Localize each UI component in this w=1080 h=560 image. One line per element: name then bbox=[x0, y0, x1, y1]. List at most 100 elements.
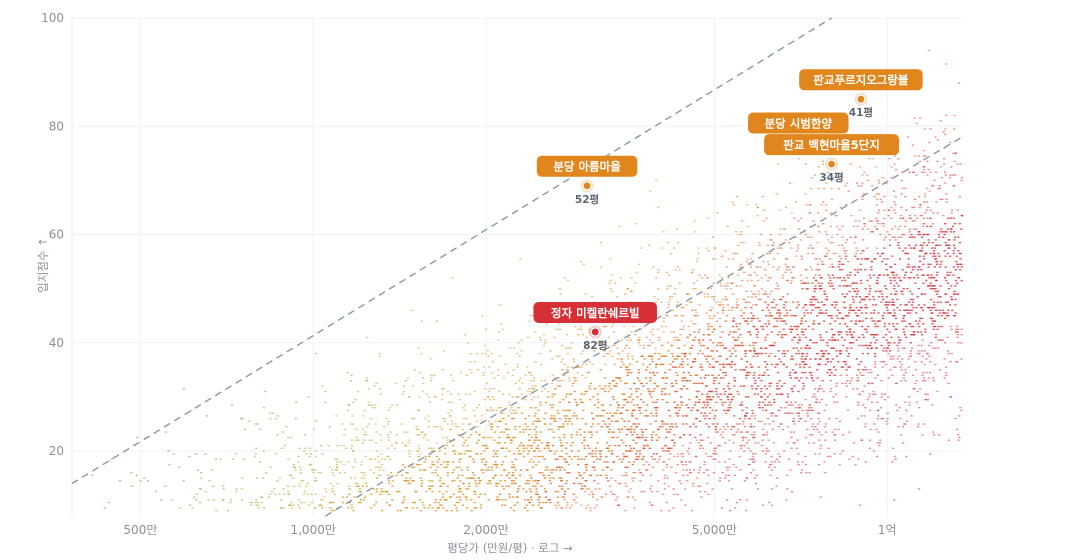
data-point bbox=[682, 315, 685, 317]
data-point bbox=[499, 304, 502, 306]
data-point bbox=[298, 485, 301, 487]
data-point bbox=[792, 420, 795, 422]
data-point bbox=[468, 436, 471, 439]
data-point bbox=[587, 431, 590, 433]
data-point bbox=[494, 461, 497, 463]
data-point bbox=[327, 444, 330, 447]
data-point bbox=[675, 382, 678, 385]
data-point bbox=[354, 439, 358, 441]
data-point bbox=[797, 350, 800, 352]
data-point bbox=[735, 285, 739, 287]
data-point bbox=[920, 293, 923, 295]
data-point bbox=[691, 344, 694, 347]
data-point bbox=[722, 431, 725, 433]
data-point bbox=[496, 463, 499, 466]
data-point bbox=[740, 401, 743, 403]
data-point bbox=[809, 358, 812, 360]
data-point bbox=[681, 455, 684, 458]
data-point bbox=[561, 426, 564, 428]
data-point bbox=[825, 204, 828, 206]
data-point bbox=[864, 426, 867, 428]
data-point bbox=[732, 331, 735, 333]
data-point bbox=[526, 469, 529, 471]
data-point bbox=[323, 496, 326, 498]
data-point bbox=[937, 339, 940, 341]
data-point bbox=[891, 374, 894, 376]
data-point bbox=[633, 507, 636, 509]
data-point bbox=[739, 385, 742, 387]
data-point bbox=[859, 301, 862, 303]
data-point bbox=[945, 198, 948, 200]
data-point bbox=[900, 369, 903, 371]
data-point bbox=[614, 282, 617, 284]
data-point bbox=[663, 355, 666, 357]
data-point bbox=[282, 431, 285, 433]
data-point bbox=[489, 423, 492, 425]
data-point bbox=[458, 461, 461, 463]
data-point bbox=[846, 325, 849, 328]
data-point bbox=[866, 279, 869, 282]
data-point bbox=[544, 490, 547, 493]
data-point bbox=[901, 269, 904, 271]
data-point bbox=[903, 277, 906, 279]
data-point bbox=[725, 466, 728, 468]
data-point bbox=[459, 398, 462, 401]
data-point bbox=[926, 352, 929, 355]
data-point bbox=[330, 509, 333, 512]
data-point bbox=[533, 428, 536, 431]
data-point bbox=[905, 325, 908, 328]
data-point bbox=[262, 450, 265, 452]
data-point bbox=[305, 453, 308, 455]
data-point bbox=[814, 401, 817, 403]
data-point bbox=[922, 377, 925, 379]
data-point bbox=[747, 296, 750, 298]
data-point bbox=[721, 309, 724, 311]
data-point bbox=[261, 496, 264, 498]
data-point bbox=[512, 474, 515, 477]
data-point bbox=[788, 241, 791, 244]
data-point bbox=[675, 228, 679, 230]
data-point bbox=[924, 380, 927, 382]
data-point bbox=[790, 436, 793, 439]
data-point bbox=[431, 507, 434, 509]
data-point bbox=[588, 331, 591, 333]
data-point bbox=[598, 458, 602, 460]
data-point bbox=[360, 463, 363, 466]
data-point bbox=[912, 269, 915, 271]
data-point bbox=[431, 490, 434, 493]
data-point bbox=[932, 301, 936, 303]
data-point bbox=[624, 455, 627, 458]
data-point bbox=[751, 458, 754, 460]
data-point bbox=[721, 436, 724, 439]
data-point bbox=[950, 328, 953, 330]
data-point bbox=[544, 339, 547, 341]
data-point bbox=[859, 263, 862, 265]
data-point bbox=[917, 266, 920, 268]
data-point bbox=[530, 436, 533, 439]
data-point bbox=[652, 415, 655, 417]
data-point bbox=[791, 328, 794, 330]
data-point bbox=[630, 401, 633, 403]
data-point bbox=[336, 458, 339, 460]
data-point bbox=[927, 206, 930, 209]
data-point bbox=[895, 290, 898, 293]
data-point bbox=[652, 453, 655, 455]
data-point bbox=[370, 417, 373, 420]
data-point bbox=[857, 363, 860, 366]
data-point bbox=[915, 122, 919, 125]
data-point bbox=[873, 195, 876, 198]
data-point bbox=[409, 477, 412, 479]
data-point bbox=[889, 279, 893, 282]
data-point bbox=[611, 431, 614, 433]
data-point bbox=[859, 361, 863, 363]
data-point bbox=[728, 388, 731, 390]
data-point bbox=[838, 420, 842, 422]
data-point bbox=[760, 444, 763, 447]
data-point bbox=[713, 247, 716, 249]
data-point bbox=[765, 293, 768, 295]
data-point bbox=[667, 350, 670, 352]
data-point bbox=[652, 390, 655, 393]
data-point bbox=[879, 407, 882, 409]
data-point bbox=[819, 444, 823, 447]
data-point bbox=[302, 493, 305, 495]
